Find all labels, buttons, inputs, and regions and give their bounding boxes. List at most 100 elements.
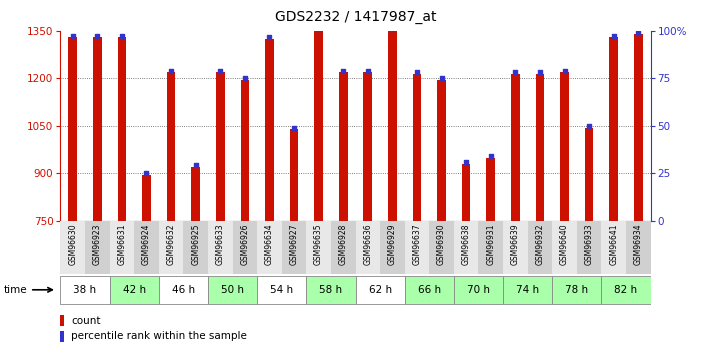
Bar	[552, 276, 602, 304]
Bar	[634, 34, 643, 221]
Point	[608, 33, 619, 39]
Bar	[405, 276, 454, 304]
Text: GSM96927: GSM96927	[289, 224, 299, 265]
Bar	[486, 158, 495, 221]
Text: GSM96926: GSM96926	[240, 224, 250, 265]
Bar	[306, 276, 356, 304]
Bar	[609, 37, 618, 221]
Bar	[454, 221, 479, 274]
Bar	[60, 221, 85, 274]
Bar	[159, 221, 183, 274]
Point	[289, 125, 300, 130]
Bar	[117, 37, 127, 221]
Text: GSM96933: GSM96933	[584, 224, 594, 265]
Text: 78 h: 78 h	[565, 285, 589, 295]
Point	[92, 33, 103, 39]
Bar	[412, 74, 422, 221]
Bar	[183, 221, 208, 274]
Bar	[602, 276, 651, 304]
Bar	[560, 72, 569, 221]
Text: GSM96639: GSM96639	[510, 224, 520, 265]
Text: GSM96631: GSM96631	[117, 224, 127, 265]
Bar	[437, 80, 446, 221]
Bar	[356, 221, 380, 274]
Point	[510, 69, 521, 75]
Bar	[380, 221, 405, 274]
Text: 38 h: 38 h	[73, 285, 97, 295]
Text: GSM96640: GSM96640	[560, 224, 569, 265]
Bar	[159, 276, 208, 304]
Bar	[602, 221, 626, 274]
Text: percentile rank within the sample: percentile rank within the sample	[71, 332, 247, 341]
Bar	[109, 221, 134, 274]
Bar	[93, 37, 102, 221]
Bar	[208, 276, 257, 304]
Text: time: time	[4, 285, 27, 295]
Point	[633, 30, 644, 36]
Bar	[454, 276, 503, 304]
Text: GDS2232 / 1417987_at: GDS2232 / 1417987_at	[274, 10, 437, 24]
Bar	[208, 221, 232, 274]
Text: GSM96923: GSM96923	[93, 224, 102, 265]
Bar	[405, 221, 429, 274]
Bar	[142, 175, 151, 221]
Bar	[216, 72, 225, 221]
Bar	[60, 331, 64, 342]
Bar	[265, 39, 274, 221]
Bar	[503, 276, 552, 304]
Bar	[240, 80, 249, 221]
Point	[338, 68, 349, 73]
Text: GSM96934: GSM96934	[634, 224, 643, 265]
Text: GSM96633: GSM96633	[215, 224, 225, 265]
Bar	[626, 221, 651, 274]
Bar	[282, 221, 306, 274]
Point	[264, 34, 275, 40]
Text: GSM96932: GSM96932	[535, 224, 545, 265]
Point	[436, 76, 447, 81]
Text: 46 h: 46 h	[172, 285, 195, 295]
Text: GSM96636: GSM96636	[363, 224, 373, 265]
Bar	[167, 72, 176, 221]
Point	[239, 76, 250, 81]
Bar	[306, 221, 331, 274]
Text: 62 h: 62 h	[368, 285, 392, 295]
Bar	[503, 221, 528, 274]
Bar	[60, 315, 64, 326]
Bar	[535, 74, 544, 221]
Text: 50 h: 50 h	[221, 285, 244, 295]
Bar	[552, 221, 577, 274]
Bar	[577, 221, 602, 274]
Point	[485, 153, 496, 159]
Text: count: count	[71, 316, 100, 326]
Bar	[134, 221, 159, 274]
Bar	[584, 128, 594, 221]
Text: GSM96638: GSM96638	[461, 224, 471, 265]
Text: GSM96634: GSM96634	[265, 224, 274, 265]
Bar	[60, 276, 109, 304]
Bar	[257, 276, 306, 304]
Text: GSM96641: GSM96641	[609, 224, 618, 265]
Text: GSM96637: GSM96637	[412, 224, 422, 265]
Text: 58 h: 58 h	[319, 285, 343, 295]
Bar	[257, 221, 282, 274]
Bar	[479, 221, 503, 274]
Bar	[511, 74, 520, 221]
Text: 70 h: 70 h	[467, 285, 490, 295]
Text: GSM96931: GSM96931	[486, 224, 496, 265]
Point	[313, 27, 324, 32]
Point	[116, 33, 127, 39]
Point	[461, 159, 472, 165]
Point	[215, 68, 226, 73]
Bar	[429, 221, 454, 274]
Point	[67, 33, 78, 39]
Text: GSM96925: GSM96925	[191, 224, 201, 265]
Text: 66 h: 66 h	[417, 285, 441, 295]
Bar	[462, 164, 471, 221]
Text: GSM96930: GSM96930	[437, 224, 446, 265]
Bar	[68, 37, 77, 221]
Point	[166, 68, 177, 73]
Bar	[331, 221, 356, 274]
Bar	[289, 129, 299, 221]
Bar	[356, 276, 405, 304]
Text: GSM96924: GSM96924	[142, 224, 151, 265]
